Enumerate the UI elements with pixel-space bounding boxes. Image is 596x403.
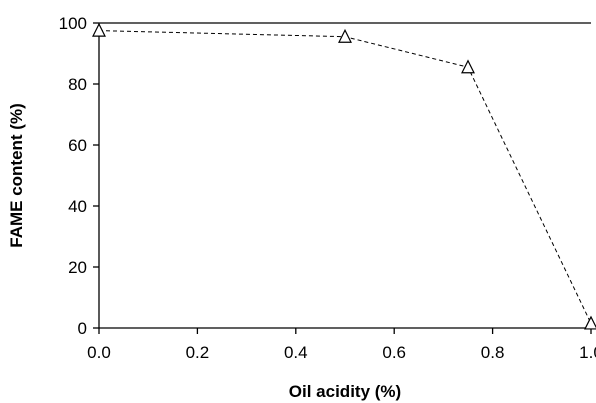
x-tick-label: 0.2 (186, 343, 210, 362)
y-tick-label: 60 (68, 136, 87, 155)
y-axis-ticks: 0 20 40 60 80 100 (59, 14, 99, 338)
series-line (98, 30, 592, 324)
plot-area (98, 22, 591, 329)
series-layer (92, 22, 596, 330)
x-tick-label: 1.0 (579, 343, 596, 362)
y-tick-label: 80 (68, 75, 87, 94)
y-tick-label: 20 (68, 258, 87, 277)
x-axis-ticks: 0.0 0.2 0.4 0.6 0.8 1.0 (87, 328, 596, 362)
data-point-marker (461, 59, 475, 74)
y-tick-label: 100 (59, 14, 87, 33)
data-point-marker (338, 28, 352, 43)
y-axis-title: FAME content (%) (7, 103, 26, 248)
x-tick-label: 0.8 (481, 343, 505, 362)
x-tick-label: 0.0 (87, 343, 111, 362)
data-point-marker (584, 315, 596, 330)
x-tick-label: 0.6 (382, 343, 406, 362)
y-tick-label: 40 (68, 197, 87, 216)
x-axis-title: Oil acidity (%) (289, 382, 401, 401)
y-tick-label: 0 (78, 319, 87, 338)
x-tick-label: 0.4 (284, 343, 308, 362)
data-point-marker (92, 22, 106, 37)
